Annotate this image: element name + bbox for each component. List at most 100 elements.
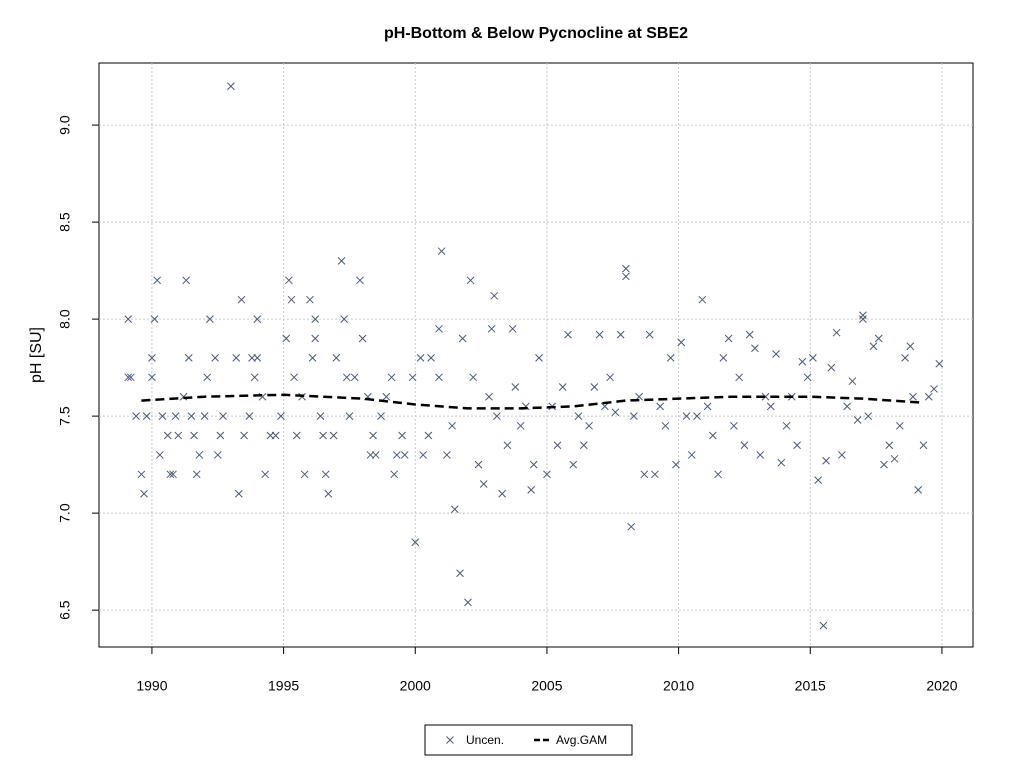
data-point (300, 470, 309, 479)
x-tick-label: 2000 (400, 678, 431, 694)
data-point (153, 276, 162, 285)
data-point (558, 383, 567, 391)
data-point (859, 311, 867, 320)
data-point (827, 363, 836, 372)
data-point (411, 538, 420, 547)
data-point (261, 470, 270, 479)
data-point (203, 373, 212, 382)
data-point (622, 264, 630, 273)
data-point (337, 257, 346, 265)
data-point (253, 354, 262, 362)
data-point (398, 431, 406, 440)
data-point (719, 354, 728, 362)
data-point (622, 272, 630, 281)
data-point (529, 460, 538, 469)
data-point (651, 470, 659, 479)
data-point (427, 354, 435, 362)
data-point (377, 412, 385, 420)
data-point (356, 276, 364, 285)
data-point (906, 342, 915, 351)
data-point (271, 431, 280, 440)
data-point (564, 330, 572, 339)
data-point (698, 295, 707, 304)
data-point (590, 383, 599, 391)
data-point (124, 373, 133, 382)
data-point (890, 454, 899, 463)
data-point (543, 470, 551, 479)
data-point (740, 441, 749, 450)
data-point (458, 334, 467, 343)
data-point (490, 291, 499, 300)
data-point (869, 342, 878, 351)
data-point (308, 354, 317, 362)
data-point (124, 315, 133, 323)
data-point (456, 569, 464, 578)
data-point (250, 373, 259, 382)
data-point (761, 392, 770, 401)
data-point (435, 373, 443, 382)
data-point (487, 324, 496, 333)
y-tick-label: 9.0 (57, 115, 73, 135)
data-point (527, 485, 535, 494)
data-point (200, 412, 209, 420)
data-point (340, 315, 349, 323)
x-tick-label: 2010 (663, 678, 694, 694)
data-point (714, 470, 722, 479)
data-point (859, 315, 867, 323)
data-point (516, 421, 525, 430)
data-point (190, 431, 198, 440)
data-point (169, 470, 177, 479)
x-tick-label: 2005 (531, 678, 562, 694)
y-tick-label: 6.5 (57, 600, 73, 620)
data-point (424, 431, 433, 440)
data-point (211, 354, 219, 362)
data-point (909, 392, 917, 401)
data-point (319, 431, 327, 440)
data-point (498, 489, 507, 498)
data-point (843, 402, 851, 411)
data-point (240, 431, 248, 440)
data-point (798, 357, 807, 366)
x-tick-label: 1995 (268, 678, 299, 694)
data-point (885, 441, 894, 450)
data-point (611, 408, 620, 417)
data-point (158, 412, 167, 420)
data-point (595, 330, 604, 339)
data-point (400, 451, 409, 459)
data-point (195, 451, 204, 459)
data-point (187, 412, 196, 420)
data-point (629, 412, 638, 420)
data-point (493, 412, 501, 420)
data-point (245, 412, 254, 420)
data-point (382, 392, 391, 401)
data-point (474, 460, 483, 469)
data-point (730, 421, 738, 430)
data-point (661, 421, 670, 430)
data-point (880, 460, 888, 469)
data-point (874, 334, 883, 343)
data-point (132, 412, 140, 420)
data-point (342, 373, 351, 382)
y-axis-label: pH [SU] (28, 327, 45, 383)
data-point (237, 295, 246, 304)
data-point (171, 412, 180, 420)
data-point (206, 315, 214, 323)
data-point (751, 344, 759, 353)
legend-box (424, 724, 633, 756)
data-point (148, 373, 156, 382)
data-point (745, 330, 754, 339)
data-point (814, 476, 823, 484)
data-point (253, 315, 262, 323)
data-point (371, 451, 380, 459)
data-point (192, 470, 201, 479)
data-point (390, 470, 399, 479)
legend-marker (446, 736, 454, 744)
data-point (369, 431, 377, 440)
data-point (219, 412, 227, 420)
data-point (782, 421, 791, 430)
data-point (485, 392, 493, 401)
data-point (292, 431, 301, 440)
data-point (535, 354, 543, 362)
data-point (277, 412, 285, 420)
data-point (777, 458, 786, 467)
